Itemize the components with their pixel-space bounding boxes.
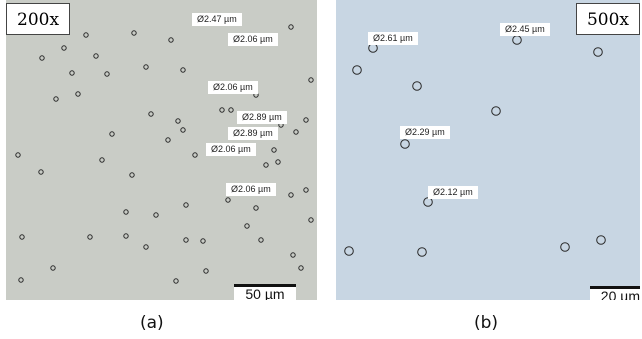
particle-a (303, 117, 309, 123)
particle-b (344, 246, 354, 256)
particle-a (183, 202, 189, 208)
particle-a (83, 32, 89, 38)
particle-a (165, 137, 171, 143)
particle-a (99, 157, 105, 163)
measurement-label-b1: Ø2.61 µm (368, 32, 418, 45)
measurement-label-a1: Ø2.47 µm (192, 13, 242, 26)
particle-a (38, 169, 44, 175)
particle-a (298, 265, 304, 271)
particle-a (61, 45, 67, 51)
particle-a (75, 91, 81, 97)
measurement-label-a6: Ø2.06 µm (206, 143, 256, 156)
particle-a (180, 127, 186, 133)
particle-b (400, 139, 410, 149)
measurement-label-b3: Ø2.29 µm (400, 126, 450, 139)
particle-a (15, 152, 21, 158)
particle-a (271, 147, 277, 153)
particle-a (183, 237, 189, 243)
particle-a (228, 107, 234, 113)
micrograph-a: 200x Ø2.47 µm Ø2.06 µm Ø2.06 µm Ø2.89 µm… (6, 0, 317, 300)
particle-a (109, 131, 115, 137)
particle-a (129, 172, 135, 178)
particle-a (288, 24, 294, 30)
particle-a (104, 71, 110, 77)
magnification-label-b: 500x (575, 3, 640, 35)
particle-a (219, 107, 225, 113)
particle-a (203, 268, 209, 274)
scale-bar-b: 20 µm (590, 286, 640, 300)
caption-b: (b) (474, 313, 499, 333)
particle-a (148, 111, 154, 117)
particle-a (53, 96, 59, 102)
micrograph-a-image (6, 0, 317, 300)
particle-a (39, 55, 45, 61)
particle-a (143, 64, 149, 70)
particle-a (18, 277, 24, 283)
particle-a (19, 234, 25, 240)
particle-a (87, 234, 93, 240)
particle-b (412, 81, 422, 91)
particle-a (263, 162, 269, 168)
particle-a (308, 217, 314, 223)
measurement-label-b4: Ø2.12 µm (428, 186, 478, 199)
particle-a (143, 244, 149, 250)
particle-b (352, 65, 362, 75)
particle-a (258, 237, 264, 243)
particle-a (225, 197, 231, 203)
particle-a (69, 70, 75, 76)
particle-b (593, 47, 603, 57)
micrograph-b-background (336, 0, 640, 300)
micrograph-a-background (6, 0, 317, 300)
particle-a (50, 265, 56, 271)
particle-a (303, 187, 309, 193)
particle-a (288, 192, 294, 198)
measurement-label-a3: Ø2.06 µm (208, 81, 258, 94)
caption-a: (a) (140, 313, 164, 333)
measurement-label-a5: Ø2.89 µm (228, 127, 278, 140)
particle-a (93, 53, 99, 59)
particle-a (275, 159, 281, 165)
particle-a (173, 278, 179, 284)
measurement-label-a4: Ø2.89 µm (237, 111, 287, 124)
particle-a (175, 118, 181, 124)
micrograph-b-image (336, 0, 640, 300)
particle-a (244, 223, 250, 229)
measurement-label-a7: Ø2.06 µm (226, 183, 276, 196)
particle-a (168, 37, 174, 43)
particle-a (308, 77, 314, 83)
particle-a (131, 30, 137, 36)
particle-a (192, 152, 198, 158)
particle-a (123, 209, 129, 215)
particle-a (180, 67, 186, 73)
particle-a (200, 238, 206, 244)
scale-bar-a: 50 µm (234, 284, 296, 300)
particle-a (253, 205, 259, 211)
particle-a (293, 129, 299, 135)
particle-b (423, 197, 433, 207)
particle-b (596, 235, 606, 245)
particle-a (290, 252, 296, 258)
particle-b (560, 242, 570, 252)
particle-a (153, 212, 159, 218)
particle-a (123, 233, 129, 239)
measurement-label-b2: Ø2.45 µm (500, 23, 550, 36)
micrograph-b: 500x Ø2.61 µm Ø2.45 µm Ø2.29 µm Ø2.12 µm… (336, 0, 640, 300)
magnification-label-a: 200x (6, 3, 71, 35)
measurement-label-a2: Ø2.06 µm (228, 33, 278, 46)
particle-b (491, 106, 501, 116)
particle-b (417, 247, 427, 257)
